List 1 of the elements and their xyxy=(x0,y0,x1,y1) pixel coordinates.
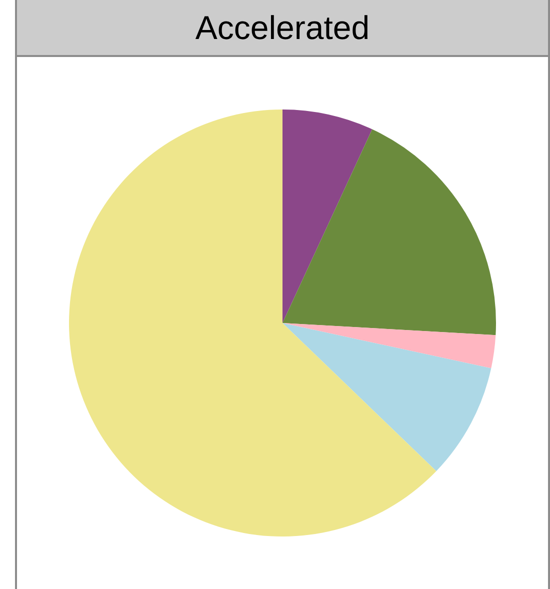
chart-title: Accelerated xyxy=(17,0,548,57)
